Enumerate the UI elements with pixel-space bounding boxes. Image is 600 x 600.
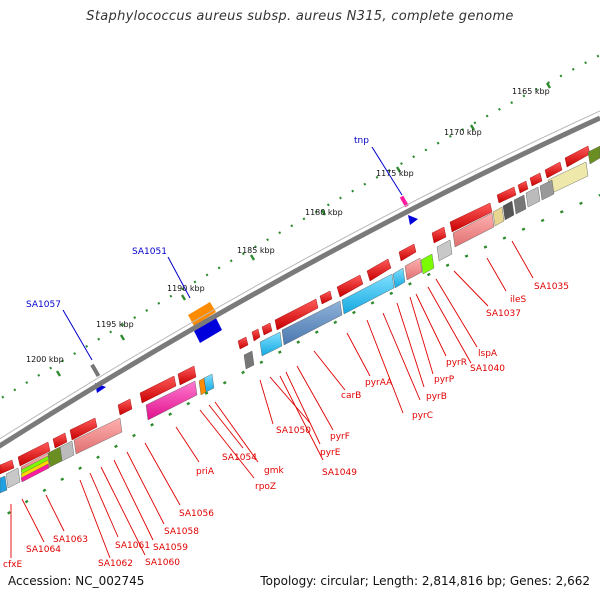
map-title: Staphylococcus aureus subsp. aureus N315…	[86, 9, 514, 24]
scale-label-1185: 1185 kbp	[237, 246, 275, 255]
label-SA1063: SA1063	[53, 535, 88, 545]
scale-ring	[0, 54, 600, 401]
red-callouts	[10, 240, 534, 559]
label-SA1056: SA1056	[179, 509, 214, 519]
label-pyrE: pyrE	[320, 448, 341, 458]
label-SA1037: SA1037	[486, 309, 521, 319]
label-priA: priA	[196, 467, 215, 477]
label-SA1051: SA1051	[132, 247, 167, 257]
label-SA1049: SA1049	[322, 468, 357, 478]
label-SA1054: SA1054	[222, 453, 257, 463]
label-SA1057: SA1057	[26, 300, 61, 310]
scale-label-1170: 1170 kbp	[444, 128, 482, 137]
label-pyrB: pyrB	[426, 392, 447, 402]
reverse-gene-track	[0, 145, 600, 494]
scale-label-1190: 1190 kbp	[167, 284, 205, 293]
label-lspA: lspA	[478, 349, 498, 359]
label-cfxE: cfxE	[3, 560, 22, 570]
label-SA1040: SA1040	[470, 364, 505, 374]
label-rpoZ: rpoZ	[255, 482, 276, 492]
accession-text: Accession: NC_002745	[8, 574, 145, 588]
label-pyrR: pyrR	[446, 358, 467, 368]
topology-text: Topology: circular; Length: 2,814,816 bp…	[260, 574, 590, 588]
scale-label-1195: 1195 kbp	[96, 320, 134, 329]
label-SA1064: SA1064	[26, 545, 61, 555]
label-SA1062: SA1062	[98, 559, 133, 569]
label-pyrAA: pyrAA	[365, 378, 393, 388]
label-SA1059: SA1059	[153, 543, 188, 553]
label-ileS: ileS	[510, 295, 527, 305]
forward-gene-track	[0, 145, 591, 475]
label-pyrP: pyrP	[434, 375, 455, 385]
label-SA1061: SA1061	[115, 541, 150, 551]
label-tnp: tnp	[354, 136, 369, 146]
scale-label-1165: 1165 kbp	[512, 87, 550, 96]
scale-label-1180: 1180 kbp	[305, 208, 343, 217]
label-gmk: gmk	[264, 466, 284, 476]
label-SA1060: SA1060	[145, 558, 180, 568]
label-SA1058: SA1058	[164, 527, 199, 537]
label-SA1035: SA1035	[534, 282, 569, 292]
inner-ring	[0, 193, 600, 521]
label-SA1050: SA1050	[276, 426, 311, 436]
scale-major-ticks	[55, 82, 552, 377]
scale-label-1175: 1175 kbp	[376, 169, 414, 178]
label-carB: carB	[341, 391, 361, 401]
scale-label-1200: 1200 kbp	[26, 355, 64, 364]
backbone	[0, 110, 600, 449]
blue-callouts	[62, 146, 403, 361]
outer-features	[90, 195, 418, 393]
gene-labels: SA1035 ileS SA1037 lspA SA1040 pyrR pyrP…	[3, 282, 569, 570]
label-pyrC: pyrC	[412, 411, 433, 421]
label-pyrF: pyrF	[330, 432, 350, 442]
